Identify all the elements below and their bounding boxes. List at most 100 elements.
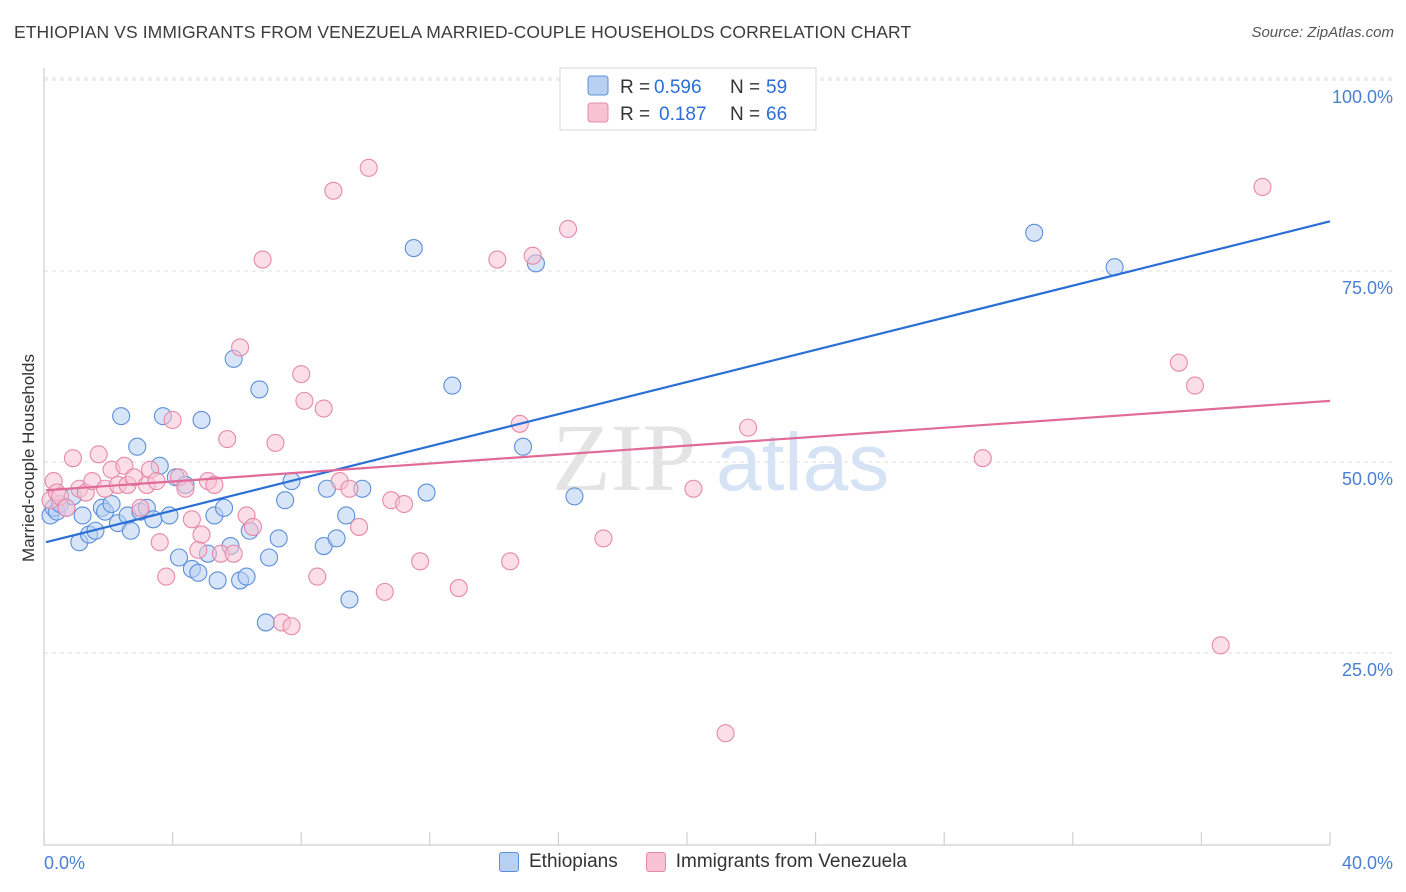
chart-title: ETHIOPIAN VS IMMIGRANTS FROM VENEZUELA M… — [14, 22, 912, 42]
legend-r-value-2: 0.187 — [659, 104, 707, 125]
ethiopians-point — [169, 548, 189, 567]
venezuela-point — [359, 158, 378, 177]
bottom-legend-item-ethiopians: Ethiopians — [499, 851, 618, 873]
venezuela-point — [150, 533, 169, 552]
ethiopians-point — [128, 437, 147, 456]
ethiopians-point — [404, 239, 423, 258]
venezuela-point — [89, 445, 108, 464]
venezuela-point — [163, 410, 182, 430]
y-axis-label: Married-couple Households — [19, 354, 38, 562]
venezuela-point — [1185, 376, 1205, 395]
watermark: ZIP atlas — [552, 404, 889, 511]
venezuela-point — [739, 418, 758, 437]
venezuela-point — [295, 391, 314, 410]
venezuela-point — [266, 433, 285, 452]
ethiopians-point — [259, 548, 279, 567]
venezuela-point — [205, 475, 224, 494]
venezuela-point — [282, 617, 301, 636]
ethiopians-point — [565, 487, 584, 506]
ethiopians-point — [276, 491, 295, 510]
ethiopians-point — [73, 506, 92, 525]
legend-n-value-1: 59 — [766, 77, 787, 98]
ethiopians-point — [337, 506, 356, 525]
venezuela-point — [192, 525, 211, 544]
y-tick-label: 75.0% — [1342, 278, 1393, 298]
venezuela-point — [157, 567, 176, 586]
venezuela-point — [314, 399, 333, 418]
venezuela-point — [182, 510, 201, 529]
y-tick-labels: 25.0% 50.0% 75.0% 100.0% — [1332, 87, 1393, 680]
bottom-legend-label-ethiopians: Ethiopians — [529, 851, 618, 872]
venezuela-point — [1253, 177, 1272, 197]
venezuela-point — [324, 181, 343, 200]
bottom-legend-swatch-venezuela — [645, 852, 666, 872]
bottom-legend-label-venezuela: Immigrants from Venezuela — [675, 851, 907, 872]
venezuela-point — [218, 430, 237, 449]
venezuela-point — [375, 582, 394, 601]
legend-r-value-1: 0.596 — [654, 77, 702, 98]
venezuela-point — [63, 449, 82, 468]
y-tick-label: 100.0% — [1332, 87, 1393, 107]
ethiopians-point — [417, 483, 436, 502]
venezuela-points — [41, 158, 1272, 743]
ethiopians-point — [121, 521, 140, 540]
venezuela-point — [131, 498, 150, 517]
legend-r-label-2: R = — [620, 104, 650, 125]
legend-n-value-2: 66 — [766, 104, 787, 125]
ethiopians-point — [102, 494, 121, 514]
venezuela-point — [189, 540, 208, 559]
venezuela-point — [523, 246, 542, 265]
ethiopians-point — [1025, 223, 1044, 242]
venezuela-point — [224, 544, 243, 563]
venezuela-point — [558, 219, 578, 239]
venezuela-point — [231, 338, 250, 357]
legend-r-label-1: R = — [620, 77, 650, 98]
venezuela-trend-line — [45, 399, 1331, 492]
ethiopians-point — [189, 563, 208, 582]
ethiopians-point — [214, 498, 234, 517]
venezuela-point — [594, 529, 613, 548]
venezuela-point — [340, 479, 359, 498]
venezuela-point — [501, 552, 520, 571]
venezuela-point — [716, 724, 735, 743]
trend-lines — [45, 220, 1331, 544]
ethiopians-point — [340, 590, 359, 609]
ethiopians-point — [256, 613, 275, 632]
venezuela-point — [1169, 353, 1188, 372]
legend-n-label-2: N = — [730, 104, 760, 125]
gridlines — [44, 77, 1394, 654]
source-credit: Source: ZipAtlas.com — [1251, 24, 1394, 41]
legend-swatch-venezuela — [587, 102, 609, 123]
venezuela-point — [176, 479, 195, 498]
venezuela-point — [308, 567, 327, 586]
venezuela-point — [292, 365, 311, 384]
ethiopians-point — [443, 376, 462, 395]
venezuela-point — [411, 552, 430, 571]
ethiopians-point — [250, 380, 269, 399]
ethiopians-point — [327, 529, 346, 548]
stats-legend: R = 0.596 N = 59 R = 0.187 N = 66 — [559, 67, 817, 131]
venezuela-point — [973, 449, 992, 468]
ethiopians-point — [237, 567, 256, 586]
x-tick-label: 40.0% — [1342, 853, 1393, 873]
venezuela-point — [449, 579, 468, 598]
x-tick-label: 0.0% — [44, 853, 85, 873]
ethiopians-point — [208, 571, 227, 590]
x-axis-ticks — [43, 832, 1331, 845]
legend-swatch-ethiopians — [587, 75, 609, 96]
bottom-legend-item-venezuela: Immigrants from Venezuela — [645, 851, 907, 873]
ethiopians-trend-line — [45, 220, 1331, 544]
venezuela-point — [350, 517, 369, 536]
y-tick-label: 25.0% — [1342, 660, 1393, 680]
venezuela-point — [253, 250, 272, 269]
y-tick-label: 50.0% — [1342, 469, 1393, 489]
venezuela-point — [243, 517, 263, 536]
venezuela-point — [684, 479, 703, 498]
venezuela-point — [395, 494, 414, 514]
ethiopians-point — [269, 529, 288, 548]
bottom-legend: Ethiopians Immigrants from Venezuela — [0, 851, 1406, 873]
venezuela-point — [57, 498, 76, 517]
venezuela-point — [488, 250, 507, 269]
x-tick-labels: 0.0% 40.0% — [44, 853, 1393, 873]
